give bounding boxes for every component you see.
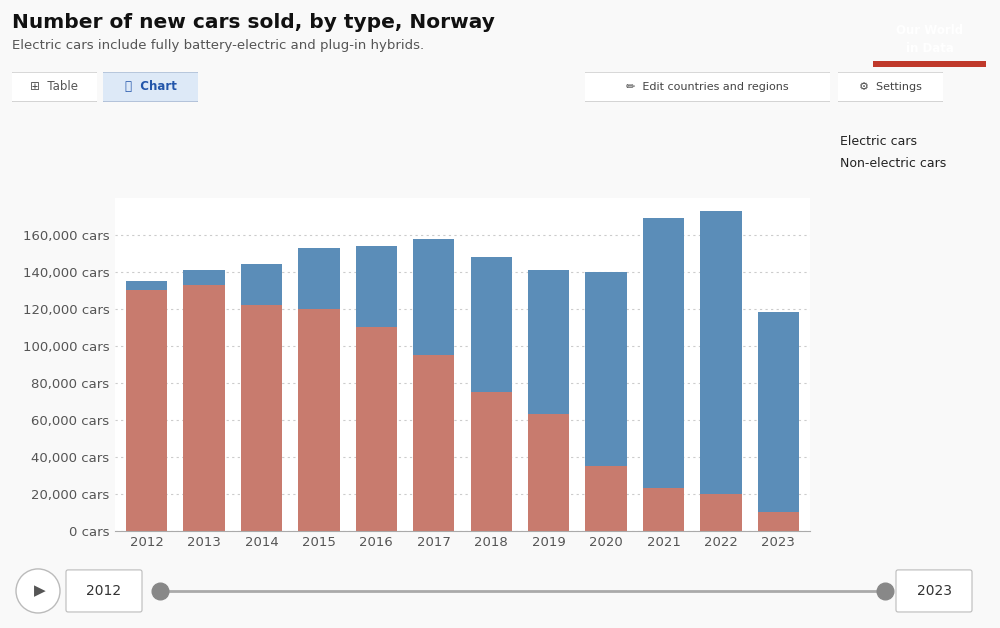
Bar bbox=[471, 257, 512, 392]
Text: in Data: in Data bbox=[906, 41, 953, 55]
Bar bbox=[585, 272, 627, 466]
Bar bbox=[413, 355, 454, 531]
Circle shape bbox=[16, 569, 60, 613]
Bar bbox=[183, 284, 225, 531]
Bar bbox=[873, 62, 986, 67]
FancyBboxPatch shape bbox=[575, 72, 840, 102]
Bar bbox=[356, 246, 397, 327]
Bar bbox=[528, 270, 569, 414]
Bar bbox=[298, 309, 340, 531]
FancyBboxPatch shape bbox=[835, 72, 946, 102]
Text: Electric cars: Electric cars bbox=[840, 136, 917, 148]
Bar bbox=[298, 247, 340, 309]
Bar bbox=[126, 281, 167, 290]
Bar bbox=[241, 264, 282, 305]
Bar bbox=[241, 305, 282, 531]
FancyBboxPatch shape bbox=[9, 72, 100, 102]
Text: ⊞  Table: ⊞ Table bbox=[30, 80, 78, 93]
Text: ⚙  Settings: ⚙ Settings bbox=[859, 82, 922, 92]
Bar bbox=[700, 211, 742, 494]
Bar bbox=[758, 512, 799, 531]
Text: 2023: 2023 bbox=[916, 584, 952, 598]
Text: 📊  Chart: 📊 Chart bbox=[125, 80, 176, 93]
Bar bbox=[585, 466, 627, 531]
Bar bbox=[471, 392, 512, 531]
FancyBboxPatch shape bbox=[100, 72, 201, 102]
Bar bbox=[528, 414, 569, 531]
Bar bbox=[643, 218, 684, 488]
Text: Non-electric cars: Non-electric cars bbox=[840, 158, 946, 170]
Text: Electric cars include fully battery-electric and plug-in hybrids.: Electric cars include fully battery-elec… bbox=[12, 39, 424, 52]
Bar bbox=[700, 494, 742, 531]
Bar bbox=[758, 313, 799, 512]
Bar bbox=[126, 290, 167, 531]
Text: 2012: 2012 bbox=[86, 584, 122, 598]
Text: ▶: ▶ bbox=[34, 583, 46, 598]
FancyBboxPatch shape bbox=[66, 570, 142, 612]
Bar bbox=[643, 488, 684, 531]
Bar bbox=[183, 270, 225, 284]
Text: ✏  Edit countries and regions: ✏ Edit countries and regions bbox=[626, 82, 789, 92]
Text: Number of new cars sold, by type, Norway: Number of new cars sold, by type, Norway bbox=[12, 13, 495, 31]
FancyBboxPatch shape bbox=[896, 570, 972, 612]
Bar bbox=[356, 327, 397, 531]
Text: Our World: Our World bbox=[896, 24, 963, 37]
Bar bbox=[413, 239, 454, 355]
